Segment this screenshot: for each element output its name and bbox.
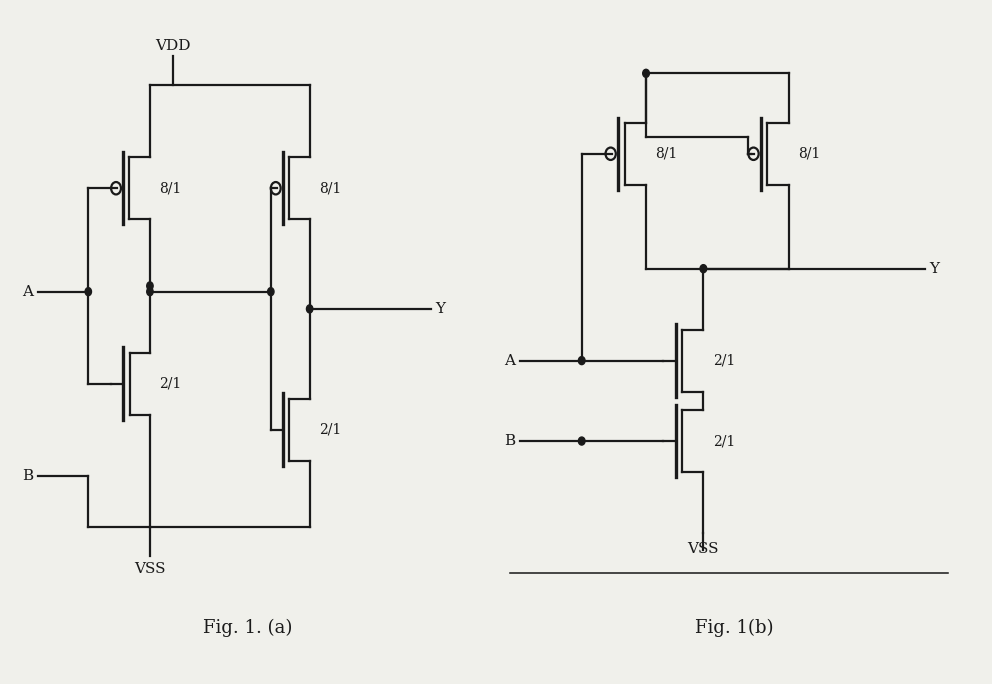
Text: 8/1: 8/1 xyxy=(656,147,678,161)
Text: A: A xyxy=(504,354,515,367)
Circle shape xyxy=(268,288,274,295)
Text: 8/1: 8/1 xyxy=(318,181,341,195)
Text: B: B xyxy=(23,469,34,482)
Text: A: A xyxy=(23,285,34,299)
Text: B: B xyxy=(504,434,515,448)
Circle shape xyxy=(147,282,153,290)
Text: 8/1: 8/1 xyxy=(799,147,820,161)
Text: VDD: VDD xyxy=(155,39,190,53)
Circle shape xyxy=(307,305,312,313)
Text: 2/1: 2/1 xyxy=(160,377,182,391)
Text: Y: Y xyxy=(930,262,939,276)
Circle shape xyxy=(85,288,91,295)
Text: VSS: VSS xyxy=(134,562,166,576)
Text: 2/1: 2/1 xyxy=(713,354,735,367)
Text: 8/1: 8/1 xyxy=(159,181,182,195)
Text: 2/1: 2/1 xyxy=(713,434,735,448)
Text: Fig. 1. (a): Fig. 1. (a) xyxy=(203,619,293,637)
Text: Y: Y xyxy=(435,302,445,316)
Circle shape xyxy=(643,69,650,77)
Text: 2/1: 2/1 xyxy=(319,423,341,436)
Text: Fig. 1(b): Fig. 1(b) xyxy=(694,619,774,637)
Circle shape xyxy=(578,437,585,445)
Circle shape xyxy=(700,265,706,273)
Circle shape xyxy=(147,288,153,295)
Text: VSS: VSS xyxy=(687,542,719,555)
Circle shape xyxy=(578,356,585,365)
